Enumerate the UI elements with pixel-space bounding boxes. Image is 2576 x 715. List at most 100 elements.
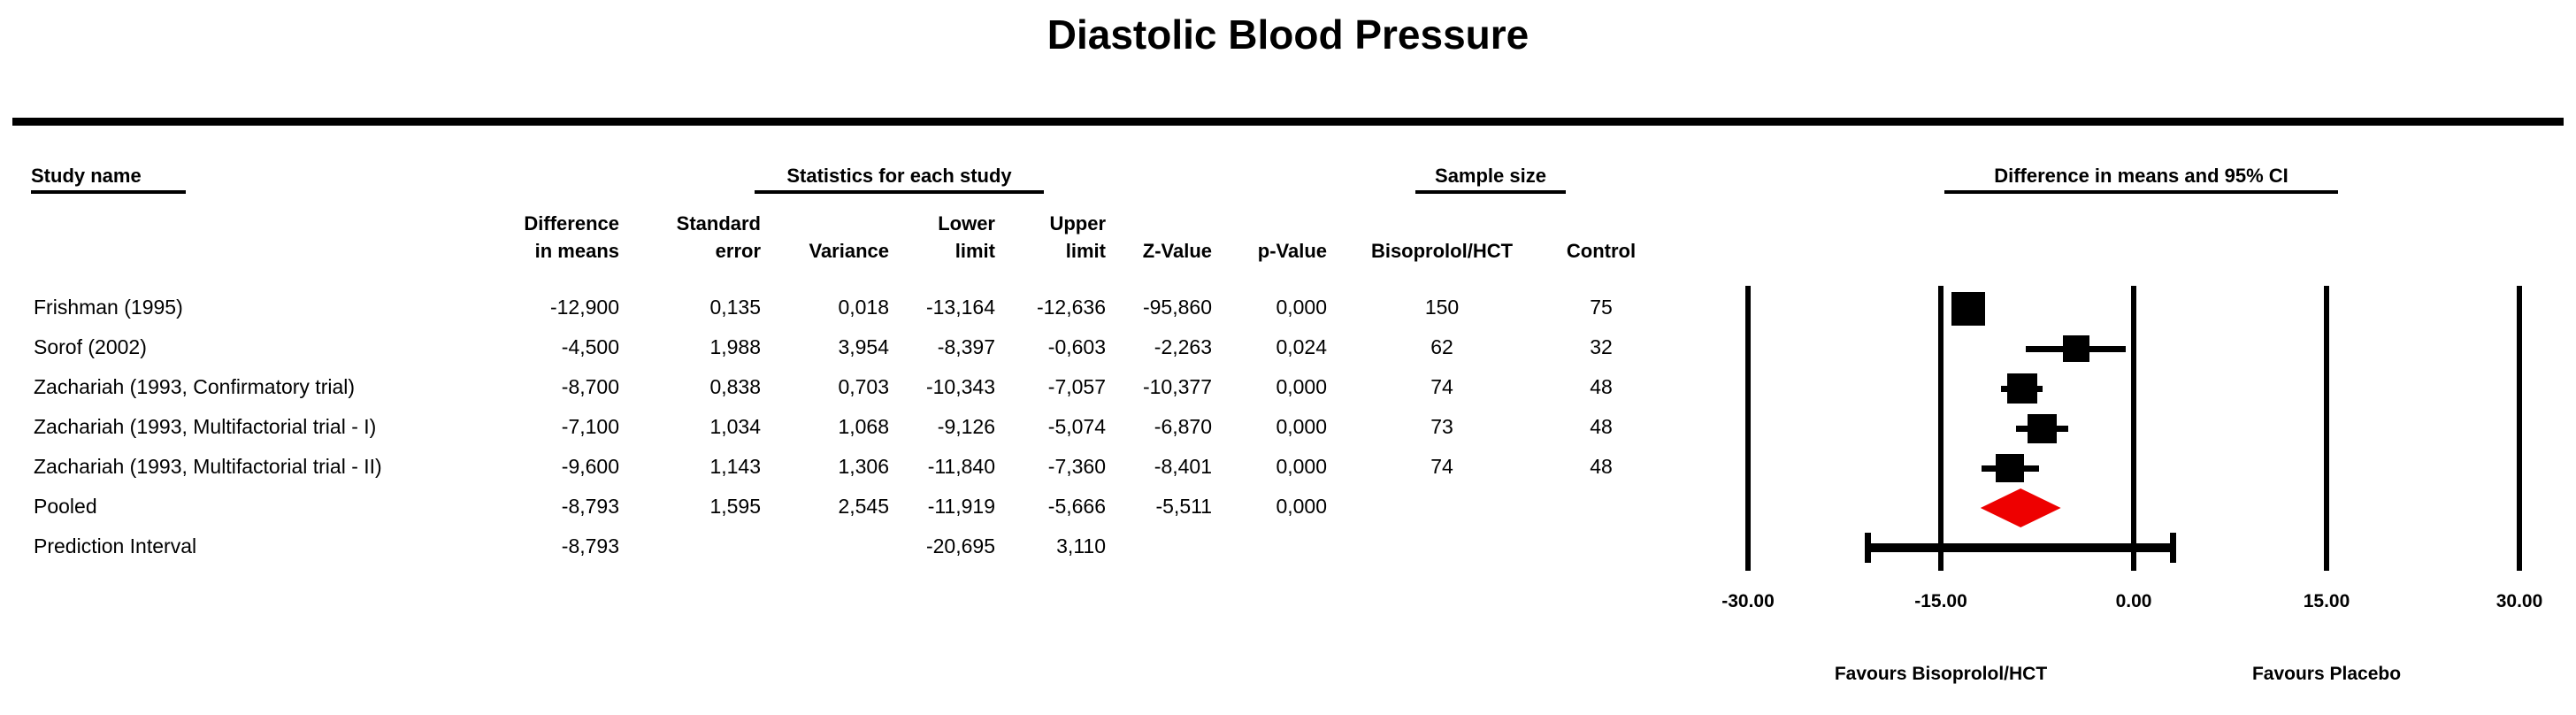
table-cell-upper: -7,057	[1047, 375, 1106, 398]
table-cell-lower: -13,164	[925, 296, 995, 319]
table-cell-p: 0,000	[1276, 495, 1327, 518]
pooled-diamond-marker	[1980, 488, 2061, 527]
axis-tick-label: -15.00	[1914, 591, 1967, 611]
table-cell-diff: -12,900	[549, 296, 619, 319]
axis-reference-line	[2517, 286, 2522, 571]
col-header-lower-2: limit	[954, 240, 995, 262]
table-cell-n_treat: 74	[1430, 455, 1453, 478]
table-cell-study: Zachariah (1993, Multifactorial trial - …	[34, 455, 382, 478]
table-cell-diff: -8,700	[561, 375, 619, 398]
study-point-marker	[2006, 373, 2037, 404]
axis-tick-label: 0.00	[2115, 591, 2152, 611]
table-cell-se: 1,595	[709, 495, 761, 518]
table-cell-n_control: 48	[1590, 375, 1613, 398]
axis-reference-line	[1745, 286, 1751, 571]
study-point-marker	[2028, 413, 2058, 443]
col-header-p-value: p-Value	[1257, 240, 1327, 262]
table-cell-study: Prediction Interval	[34, 534, 197, 557]
table-cell-diff: -8,793	[561, 534, 619, 557]
table-cell-diff: -7,100	[561, 415, 619, 438]
table-cell-z: -8,401	[1154, 455, 1212, 478]
section-header-ci: Difference in means and 95% CI	[1944, 165, 2338, 194]
section-header-statistics: Statistics for each study	[755, 165, 1044, 194]
table-cell-upper: -5,074	[1047, 415, 1106, 438]
prediction-interval-cap-left	[1865, 533, 1872, 563]
table-cell-lower: -9,126	[937, 415, 995, 438]
table-cell-upper: 3,110	[1056, 534, 1106, 557]
section-header-sample-size: Sample size	[1415, 165, 1566, 194]
table-cell-n_control: 48	[1590, 415, 1613, 438]
table-cell-lower: -10,343	[925, 375, 995, 398]
axis-tick-label: 15.00	[2303, 591, 2350, 611]
table-cell-study: Zachariah (1993, Confirmatory trial)	[34, 375, 356, 398]
table-cell-diff: -4,500	[561, 335, 619, 358]
col-header-difference-2: in means	[534, 240, 619, 262]
table-cell-p: 0,000	[1276, 296, 1327, 319]
study-point-marker	[2062, 335, 2089, 362]
table-cell-study: Zachariah (1993, Multifactorial trial - …	[34, 415, 377, 438]
axis-reference-line	[1938, 286, 1944, 571]
prediction-interval-cap-right	[2170, 533, 2177, 563]
table-cell-n_control: 32	[1590, 335, 1613, 358]
axis-tick-label: 30.00	[2496, 591, 2543, 611]
col-header-se-2: error	[715, 240, 761, 262]
table-cell-n_treat: 150	[1424, 296, 1460, 319]
table-cell-variance: 0,018	[838, 296, 889, 319]
table-cell-n_control: 75	[1590, 296, 1613, 319]
col-header-lower-1: Lower	[938, 212, 995, 234]
page-title: Diastolic Blood Pressure	[1046, 12, 1530, 58]
table-cell-z: -5,511	[1155, 495, 1212, 518]
prediction-interval-bar	[1867, 543, 2174, 552]
col-header-upper-2: limit	[1065, 240, 1106, 262]
table-cell-n_treat: 74	[1430, 375, 1453, 398]
table-cell-upper: -7,360	[1047, 455, 1106, 478]
table-cell-se: 1,143	[709, 455, 761, 478]
table-cell-lower: -8,397	[937, 335, 995, 358]
table-cell-se: 1,988	[709, 335, 761, 358]
table-cell-variance: 2,545	[838, 495, 889, 518]
table-cell-p: 0,024	[1276, 335, 1327, 358]
table-cell-se: 1,034	[709, 415, 761, 438]
col-header-z-value: Z-Value	[1142, 240, 1212, 262]
table-cell-n_treat: 73	[1430, 415, 1453, 438]
table-cell-variance: 1,068	[838, 415, 889, 438]
table-cell-upper: -12,636	[1036, 296, 1106, 319]
table-cell-upper: -5,666	[1047, 495, 1106, 518]
table-cell-z: -2,263	[1154, 335, 1212, 358]
table-cell-se: 0,135	[709, 296, 761, 319]
table-cell-upper: -0,603	[1047, 335, 1106, 358]
study-point-marker	[1951, 292, 1985, 326]
table-cell-z: -10,377	[1142, 375, 1212, 398]
axis-tick-label: -30.00	[1721, 591, 1775, 611]
col-header-difference-1: Difference	[524, 212, 619, 234]
table-cell-lower: -11,840	[927, 455, 995, 478]
favours-treatment-label: Favours Bisoprolol/HCT	[1834, 664, 2048, 684]
table-cell-study: Frishman (1995)	[34, 296, 183, 319]
table-cell-n_treat: 62	[1430, 335, 1453, 358]
title-divider-rule	[12, 118, 2564, 126]
section-header-study-name: Study name	[31, 165, 186, 194]
col-header-upper-1: Upper	[1049, 212, 1106, 234]
col-header-variance: Variance	[809, 240, 889, 262]
table-cell-z: -95,860	[1142, 296, 1212, 319]
table-cell-se: 0,838	[709, 375, 761, 398]
table-cell-p: 0,000	[1276, 455, 1327, 478]
table-cell-p: 0,000	[1276, 375, 1327, 398]
col-header-se-1: Standard	[676, 212, 761, 234]
col-header-treatment-n: Bisoprolol/HCT	[1370, 240, 1514, 262]
table-cell-variance: 1,306	[838, 455, 889, 478]
table-cell-variance: 3,954	[838, 335, 889, 358]
table-cell-n_control: 48	[1590, 455, 1613, 478]
table-cell-diff: -9,600	[561, 455, 619, 478]
table-cell-lower: -20,695	[925, 534, 995, 557]
study-point-marker	[1996, 454, 2025, 482]
axis-reference-line	[2324, 286, 2329, 571]
table-cell-study: Pooled	[34, 495, 97, 518]
favours-placebo-label: Favours Placebo	[2251, 664, 2402, 684]
axis-reference-line	[2131, 286, 2136, 571]
table-cell-z: -6,870	[1154, 415, 1212, 438]
table-cell-lower: -11,919	[927, 495, 995, 518]
table-cell-p: 0,000	[1276, 415, 1327, 438]
table-cell-diff: -8,793	[561, 495, 619, 518]
